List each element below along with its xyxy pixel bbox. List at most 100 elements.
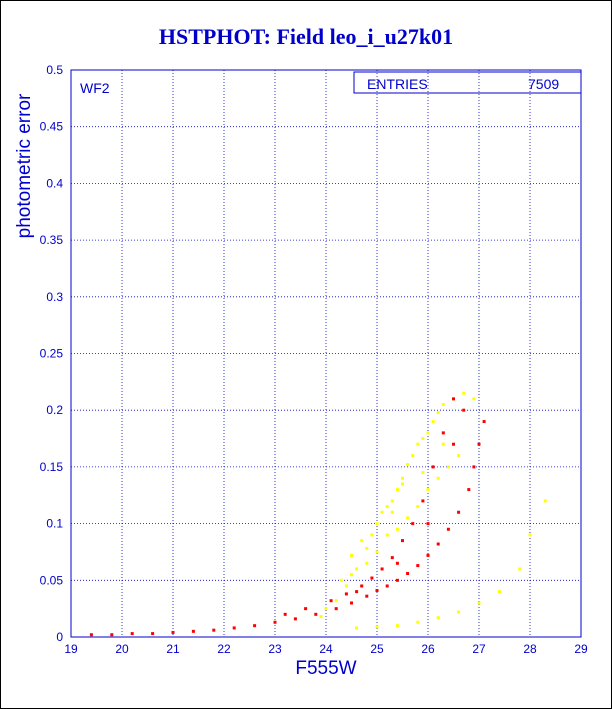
data-point	[110, 633, 114, 637]
data-point	[350, 573, 353, 577]
data-point	[477, 442, 481, 446]
series-0	[319, 391, 547, 630]
data-point	[380, 510, 384, 514]
y-tick-label: 0.45	[40, 120, 64, 134]
data-point	[395, 488, 399, 492]
x-tick-label: 21	[166, 642, 180, 656]
data-point	[339, 578, 343, 582]
data-point	[130, 632, 134, 636]
data-point	[395, 624, 399, 628]
data-point	[421, 437, 425, 441]
data-point	[426, 431, 430, 435]
y-tick-label: 0.35	[40, 233, 64, 247]
data-point	[344, 592, 348, 596]
x-tick-label: 28	[523, 642, 537, 656]
data-point	[518, 567, 522, 571]
data-point	[375, 625, 379, 629]
data-point	[212, 628, 216, 632]
data-point	[350, 553, 353, 557]
grid	[70, 69, 582, 638]
data-point	[365, 547, 369, 551]
data-point	[436, 616, 440, 620]
data-point	[375, 550, 379, 554]
y-axis-label: photometric error	[14, 93, 35, 238]
series-1	[89, 397, 486, 637]
stats-label: ENTRIES	[367, 76, 428, 92]
y-tick-labels: 0 0.05 0.1 0.15 0.2 0.25 0.3 0.35 0.4 0.45 0.5	[40, 63, 64, 644]
data-point	[462, 391, 466, 395]
data-point	[89, 633, 93, 637]
data-point	[365, 594, 369, 598]
x-tick-label: 25	[370, 642, 384, 656]
x-tick-label: 26	[421, 642, 435, 656]
data-point	[390, 510, 394, 514]
x-tick-label: 29	[574, 642, 588, 656]
data-point	[436, 542, 440, 546]
data-point	[232, 626, 236, 630]
stats-box	[353, 71, 582, 94]
data-point	[421, 471, 425, 475]
x-tick-label: 22	[217, 642, 231, 656]
data-point	[293, 617, 297, 621]
data-point	[401, 539, 404, 543]
y-tick-label: 0.2	[46, 403, 63, 417]
data-point	[329, 599, 333, 603]
data-point	[411, 522, 415, 526]
data-point	[497, 590, 501, 594]
data-point	[411, 454, 415, 458]
data-point	[355, 590, 359, 594]
data-point	[360, 539, 364, 543]
data-point	[370, 576, 374, 580]
data-point	[395, 527, 399, 531]
data-point	[334, 599, 338, 603]
data-point	[334, 607, 338, 611]
data-point	[441, 442, 445, 446]
data-point	[350, 601, 353, 605]
data-point	[416, 620, 420, 624]
data-point	[467, 488, 471, 492]
data-point	[360, 584, 364, 588]
x-tick-label: 23	[268, 642, 282, 656]
data-point	[457, 454, 461, 458]
x-tick-label: 27	[472, 642, 486, 656]
data-point	[319, 615, 323, 619]
x-tick-label: 20	[115, 642, 129, 656]
panel-label: WF2	[80, 80, 110, 96]
data-point	[426, 553, 430, 557]
data-point	[151, 632, 155, 636]
data-point	[406, 571, 410, 575]
data-point	[452, 397, 455, 401]
data-point	[355, 626, 359, 630]
x-axis-label: F555W	[295, 658, 356, 679]
y-tick-label: 0.05	[40, 573, 64, 587]
data-point	[191, 629, 195, 633]
data-point	[482, 420, 486, 424]
x-tick-label: 19	[64, 642, 78, 656]
data-point	[370, 533, 374, 537]
data-point	[416, 442, 420, 446]
data-point	[416, 505, 420, 509]
data-point	[355, 567, 359, 571]
data-point	[273, 620, 277, 624]
y-tick-label: 0.25	[40, 347, 64, 361]
data-point	[426, 522, 430, 526]
chart-title: HSTPHOT: Field leo_i_u27k01	[158, 24, 454, 49]
data-point	[528, 533, 532, 537]
stats-value: 7509	[528, 76, 559, 92]
y-tick-label: 0.5	[46, 63, 63, 77]
data-point	[457, 510, 461, 514]
scatter-points	[89, 391, 547, 637]
data-point	[543, 499, 547, 503]
data-point	[385, 584, 389, 588]
plot-area-border	[70, 69, 582, 638]
data-point	[390, 499, 394, 503]
data-point	[446, 527, 450, 531]
data-point	[406, 463, 410, 467]
y-tick-label: 0.15	[40, 460, 64, 474]
data-point	[324, 607, 328, 611]
data-point	[395, 578, 399, 582]
data-point	[457, 610, 461, 614]
data-point	[283, 612, 287, 616]
x-tick-label: 24	[319, 642, 333, 656]
